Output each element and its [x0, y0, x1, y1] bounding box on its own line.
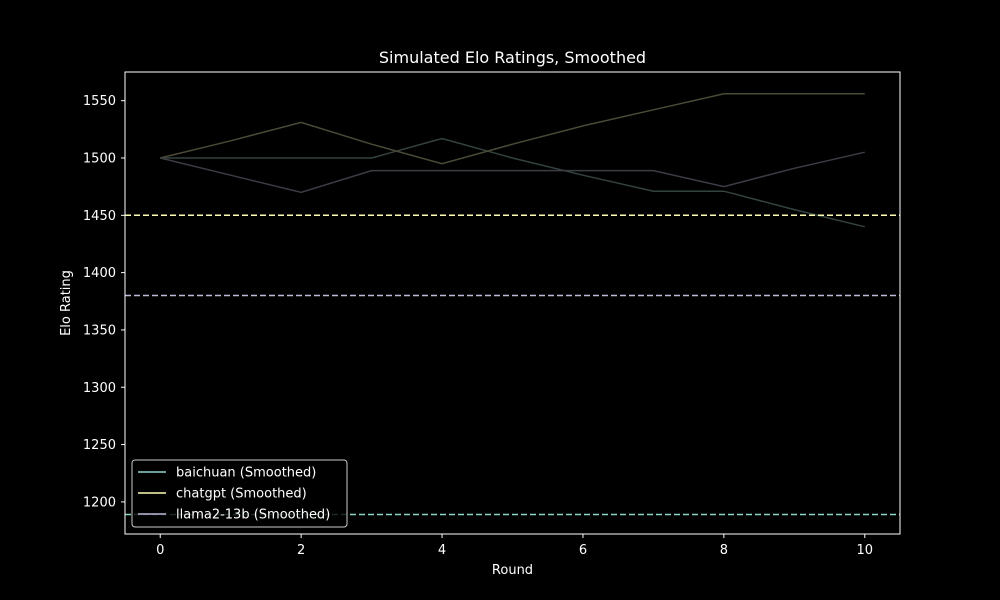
x-tick-label: 4 — [438, 543, 446, 558]
x-tick-label: 10 — [856, 543, 873, 558]
legend-label: llama2-13b (Smoothed) — [176, 508, 330, 523]
raw-series-line — [160, 139, 865, 227]
x-tick-label: 8 — [720, 543, 728, 558]
x-tick-label: 6 — [579, 543, 587, 558]
y-axis-title: Elo Rating — [59, 270, 74, 336]
raw-series-line — [160, 94, 865, 164]
y-tick-label: 1450 — [83, 209, 116, 224]
legend-label: baichuan (Smoothed) — [176, 466, 316, 481]
elo-chart: Simulated Elo Ratings, Smoothed 0 2 4 6 8 10 … — [0, 0, 1000, 600]
legend-label: chatgpt (Smoothed) — [176, 487, 307, 502]
chart-title: Simulated Elo Ratings, Smoothed — [379, 48, 646, 67]
y-tick-label: 1550 — [83, 94, 116, 109]
y-tick-label: 1400 — [83, 266, 116, 281]
x-tick-label: 2 — [297, 543, 305, 558]
y-axis: 1200 1250 1300 1350 1400 1450 1500 1550 — [83, 94, 125, 510]
y-tick-label: 1300 — [83, 381, 116, 396]
x-axis-title: Round — [492, 563, 533, 578]
y-tick-label: 1200 — [83, 495, 116, 510]
y-tick-label: 1250 — [83, 438, 116, 453]
y-tick-label: 1500 — [83, 151, 116, 166]
legend: baichuan (Smoothed) chatgpt (Smoothed) lla… — [132, 460, 347, 527]
y-tick-label: 1350 — [83, 323, 116, 338]
x-tick-label: 0 — [156, 543, 164, 558]
x-axis: 0 2 4 6 8 10 — [156, 534, 873, 558]
series-layer — [125, 94, 900, 515]
